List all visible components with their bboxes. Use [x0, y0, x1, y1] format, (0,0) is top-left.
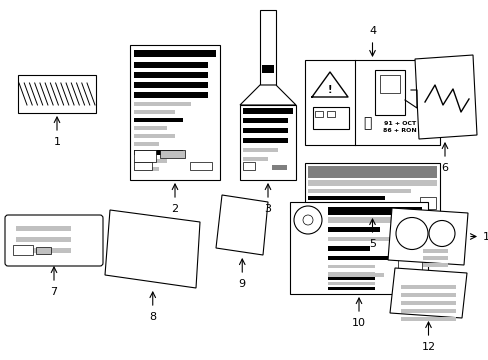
Polygon shape	[105, 210, 200, 288]
Bar	[312, 107, 348, 129]
Bar	[422, 262, 447, 266]
Text: 10: 10	[351, 318, 365, 328]
Polygon shape	[414, 55, 476, 139]
FancyBboxPatch shape	[5, 215, 103, 266]
Bar	[134, 72, 207, 78]
Text: 91 + OCT
86 + RON: 91 + OCT 86 + RON	[382, 121, 416, 133]
Bar	[327, 207, 421, 215]
Bar	[397, 232, 421, 282]
Text: 1: 1	[53, 137, 61, 147]
Bar	[327, 256, 393, 260]
Circle shape	[428, 220, 454, 247]
Polygon shape	[216, 195, 267, 255]
Circle shape	[395, 217, 427, 249]
Bar	[327, 237, 403, 241]
Bar	[307, 189, 410, 193]
Bar	[307, 196, 385, 200]
Bar	[400, 317, 454, 321]
Polygon shape	[240, 85, 295, 105]
Bar	[327, 246, 369, 251]
Bar	[16, 237, 71, 242]
Bar	[307, 180, 436, 186]
Bar	[374, 70, 404, 115]
Bar	[400, 301, 454, 305]
Bar	[327, 227, 379, 232]
Bar	[243, 162, 254, 170]
Bar	[243, 108, 292, 114]
Bar	[134, 142, 158, 146]
Bar	[260, 10, 275, 85]
Bar	[289, 202, 427, 294]
Text: Ⓡ: Ⓡ	[362, 116, 370, 130]
Bar	[379, 75, 399, 93]
Bar	[243, 138, 287, 143]
Polygon shape	[387, 208, 467, 265]
Bar	[422, 248, 447, 252]
Bar	[134, 110, 175, 114]
Bar	[327, 265, 374, 268]
Bar	[243, 118, 287, 123]
Polygon shape	[389, 268, 466, 318]
Circle shape	[303, 215, 312, 225]
Text: 6: 6	[441, 163, 447, 173]
Bar	[400, 285, 454, 289]
Text: 3: 3	[264, 204, 271, 214]
Bar	[327, 273, 384, 277]
Bar	[305, 60, 439, 145]
Bar	[134, 92, 207, 98]
Bar	[160, 150, 184, 158]
Bar	[327, 277, 374, 280]
Bar	[16, 226, 71, 231]
Bar	[134, 62, 207, 68]
Bar	[130, 45, 220, 180]
Bar	[190, 162, 212, 170]
Bar	[18, 75, 96, 113]
Text: 9: 9	[238, 279, 245, 289]
Bar	[243, 148, 278, 152]
Text: 11: 11	[482, 231, 488, 242]
Text: !: !	[327, 85, 331, 95]
Bar	[243, 128, 287, 133]
Bar	[307, 166, 436, 178]
Bar	[16, 248, 71, 253]
Bar	[327, 287, 374, 290]
Bar	[240, 105, 295, 180]
Bar	[400, 309, 454, 313]
Bar	[400, 293, 454, 297]
Bar	[134, 134, 175, 138]
Bar	[327, 282, 374, 285]
Bar	[134, 162, 152, 170]
Bar	[134, 126, 166, 130]
Bar	[243, 157, 267, 161]
Text: 4: 4	[368, 26, 375, 36]
Bar	[262, 65, 273, 73]
Bar	[134, 150, 183, 155]
Bar	[134, 150, 156, 162]
Bar	[271, 165, 286, 170]
Bar	[36, 247, 51, 254]
Circle shape	[293, 206, 321, 234]
Bar	[134, 102, 191, 106]
Bar	[13, 245, 33, 255]
Bar	[327, 272, 374, 275]
Bar	[327, 217, 421, 223]
Bar	[134, 50, 216, 57]
Text: 5: 5	[368, 239, 375, 249]
Text: 12: 12	[421, 342, 435, 352]
Bar	[419, 197, 435, 209]
Bar	[314, 111, 323, 117]
Bar	[305, 163, 439, 215]
Bar	[307, 203, 423, 206]
Bar	[326, 111, 334, 117]
Text: 7: 7	[50, 287, 58, 297]
Bar	[134, 82, 207, 88]
Bar	[134, 159, 166, 163]
Bar	[422, 256, 447, 260]
Text: 2: 2	[171, 204, 178, 214]
Bar	[134, 118, 183, 122]
Bar	[134, 167, 158, 171]
Text: 8: 8	[149, 312, 156, 322]
